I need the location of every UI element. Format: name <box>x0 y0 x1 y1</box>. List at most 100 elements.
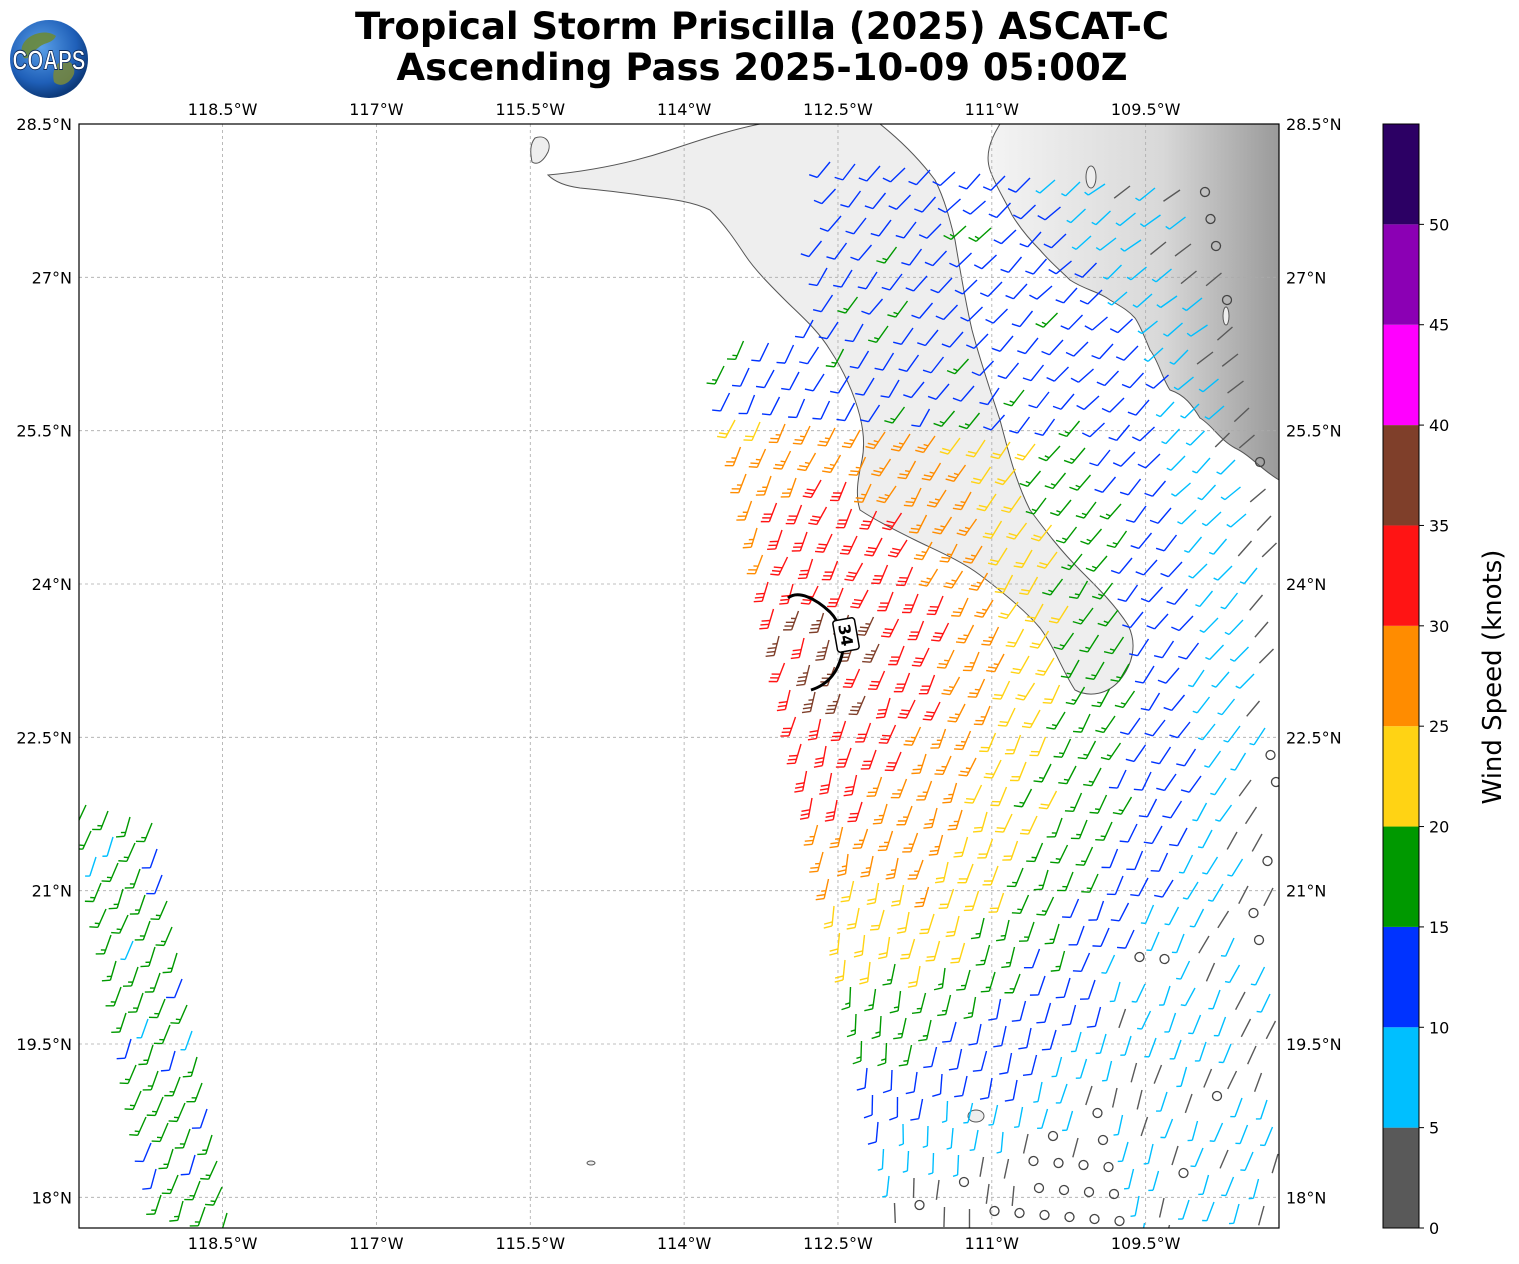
wind-barb <box>1166 455 1186 471</box>
wind-barb <box>974 599 994 618</box>
wind-barb <box>1150 852 1169 872</box>
wind-barb <box>1084 316 1108 331</box>
wind-barb <box>990 441 1011 460</box>
wind-barb <box>1075 501 1097 519</box>
wind-barb <box>1144 480 1167 497</box>
wind-barb <box>1158 1197 1165 1218</box>
wind-barb <box>1131 426 1155 442</box>
wind-barb <box>1005 283 1028 300</box>
wind-barb <box>119 1064 137 1085</box>
wind-barb <box>1003 1158 1010 1179</box>
wind-barb <box>84 882 102 903</box>
wind-barb <box>127 992 144 1013</box>
colorbar-tick-label: 10 <box>1429 1018 1449 1037</box>
colorbar-bin <box>1383 926 1419 1028</box>
wind-barb <box>981 626 1000 646</box>
wind-barb <box>1062 1110 1074 1132</box>
wind-barb <box>1028 1155 1039 1167</box>
wind-barb <box>1150 241 1167 256</box>
wind-barb <box>1165 216 1186 230</box>
wind-barb <box>829 481 847 502</box>
wind-barb <box>1240 1018 1252 1038</box>
wind-barb <box>1113 1114 1124 1136</box>
wind-barb <box>932 516 953 535</box>
wind-barb <box>1029 630 1050 649</box>
wind-barb <box>1107 291 1128 306</box>
wind-barb <box>968 1023 982 1046</box>
wind-barb <box>1099 503 1122 520</box>
wind-barb <box>1050 499 1072 517</box>
wind-barb <box>1029 285 1053 300</box>
wind-barb <box>1089 794 1108 814</box>
wind-barb <box>1177 509 1197 525</box>
wind-barb <box>1053 632 1075 651</box>
wind-barb <box>1103 636 1125 655</box>
wind-barb <box>916 780 933 801</box>
wind-barb <box>1188 669 1205 688</box>
wind-barb <box>129 1116 147 1136</box>
wind-barb <box>930 728 947 749</box>
wind-barb <box>911 302 934 319</box>
wind-barb <box>1140 586 1164 603</box>
wind-barb <box>867 670 886 691</box>
wind-barb <box>946 358 970 375</box>
wind-barb <box>1140 1222 1146 1228</box>
wind-barb <box>1108 1188 1120 1200</box>
colorbar-tick-label: 40 <box>1429 416 1449 435</box>
wind-barb <box>946 1127 954 1150</box>
wind-barb <box>866 776 883 797</box>
wind-barb <box>986 653 1005 673</box>
wind-barb <box>1115 212 1136 227</box>
wind-barb <box>876 485 897 504</box>
wind-barb <box>1084 183 1106 196</box>
wind-barb <box>979 732 997 753</box>
wind-barb <box>1085 1085 1093 1106</box>
wind-barb <box>982 865 999 886</box>
wind-barb <box>918 674 936 695</box>
wind-barb <box>1169 721 1191 739</box>
wind-barb <box>1108 769 1127 789</box>
wind-barb <box>1271 1153 1279 1174</box>
wind-barb <box>1046 711 1066 730</box>
wind-barb <box>1011 1185 1015 1206</box>
wind-barb <box>985 1183 990 1204</box>
wind-barb <box>1007 177 1031 193</box>
colorbar-bin <box>1383 525 1419 626</box>
wind-barb <box>1205 272 1222 287</box>
lon-tick-label-bottom: 111°W <box>965 1234 1020 1253</box>
wind-barb <box>116 1038 132 1060</box>
wind-barb <box>907 965 921 988</box>
wind-barb <box>935 861 949 884</box>
wind-barb <box>1160 561 1183 578</box>
wind-barb <box>1227 858 1244 877</box>
wind-barb <box>1033 763 1052 783</box>
wind-barb <box>1178 1199 1190 1220</box>
wind-barb <box>897 460 917 480</box>
wind-barb <box>854 483 872 503</box>
wind-barb <box>1063 447 1086 464</box>
wind-barb <box>1127 399 1150 416</box>
wind-barb <box>790 637 805 660</box>
wind-barb <box>877 1042 888 1067</box>
wind-barb <box>136 1018 149 1039</box>
wind-barb <box>979 1156 985 1177</box>
wind-barb <box>753 581 769 603</box>
wind-barb <box>1217 698 1236 716</box>
wind-barb <box>1061 1004 1077 1026</box>
wind-barb <box>1001 946 1016 969</box>
wind-barb <box>1108 424 1131 442</box>
wind-barb <box>957 863 974 884</box>
wind-barb <box>834 959 846 983</box>
wind-barb <box>1214 432 1230 448</box>
wind-barb <box>1220 592 1239 610</box>
wind-barb <box>146 874 163 895</box>
wind-barb <box>870 219 892 237</box>
wind-barb <box>938 888 955 909</box>
wind-barb <box>1163 694 1186 712</box>
wind-barb <box>785 504 803 525</box>
lon-tick-label-bottom: 115.5°W <box>495 1234 565 1253</box>
wind-barb <box>1061 553 1083 571</box>
wind-barb <box>1199 617 1219 633</box>
wind-barb <box>1192 802 1208 822</box>
wind-barb <box>918 223 942 239</box>
